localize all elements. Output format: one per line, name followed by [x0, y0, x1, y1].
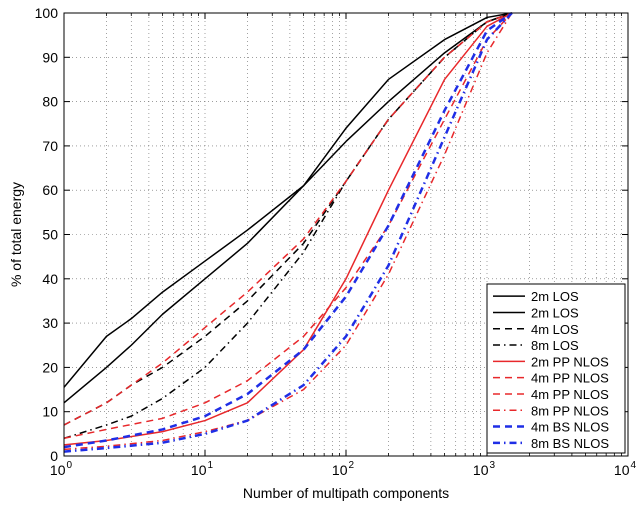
legend-label: 8m BS NLOS [531, 436, 609, 451]
series-line-8 [63, 12, 513, 451]
legend-label: 4m PP NLOS [531, 371, 609, 386]
series-line-2 [63, 12, 512, 404]
y-tick-label: 50 [42, 227, 58, 243]
series-lines [63, 11, 513, 453]
legend-label: 4m BS NLOS [531, 420, 609, 435]
legend-label: 2m PP NLOS [531, 354, 609, 369]
y-tick-label: 90 [42, 49, 58, 65]
series-line-1 [63, 12, 513, 388]
y-tick-label: 20 [42, 359, 58, 375]
legend-label: 4m LOS [531, 322, 579, 337]
x-axis-label: Number of multipath components [243, 485, 449, 501]
series-line-5 [63, 12, 513, 446]
y-tick-label: 0 [50, 448, 58, 464]
legend-label: 8m PP NLOS [531, 403, 609, 418]
y-axis-label: % of total energy [8, 182, 24, 287]
legend-label: 4m PP NLOS [531, 387, 609, 402]
legend-label: 2m LOS [531, 305, 579, 320]
y-tick-label: 100 [35, 5, 59, 21]
y-tick-label: 10 [42, 404, 58, 420]
legend-label: 8m LOS [531, 338, 579, 353]
series-line-10 [63, 12, 513, 453]
legend-label: 2m LOS [531, 289, 579, 304]
y-tick-label: 80 [42, 94, 58, 110]
y-tick-label: 30 [42, 315, 58, 331]
y-tick-label: 70 [42, 138, 58, 154]
series-line-6 [63, 12, 513, 426]
y-tick-label: 40 [42, 271, 58, 287]
y-tick-label: 60 [42, 182, 58, 198]
series-line-7 [63, 12, 513, 440]
